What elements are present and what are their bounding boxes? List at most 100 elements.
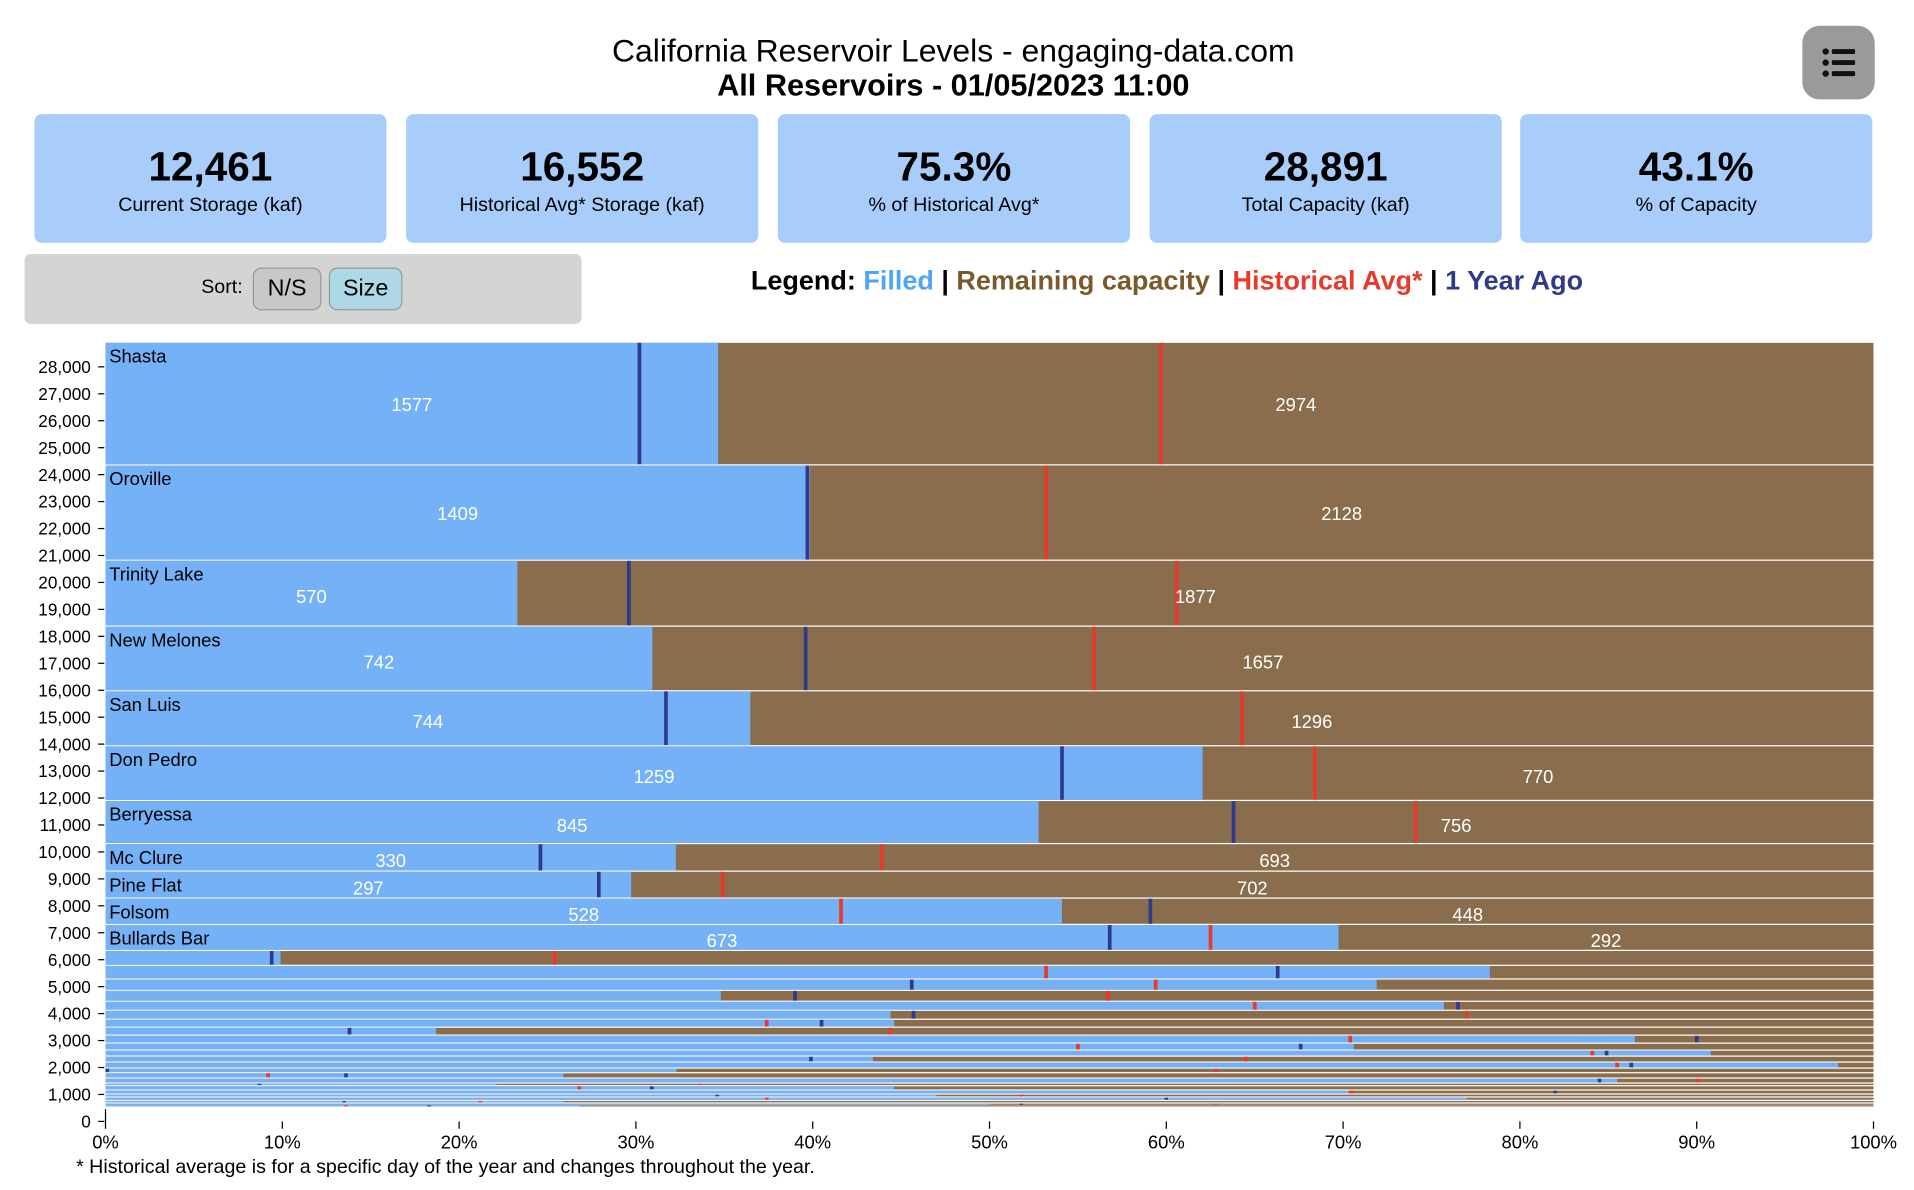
year-ago-marker <box>1231 801 1236 843</box>
storage-label: 330 <box>375 850 406 871</box>
stat-current-storage: 12,461 Current Storage (kaf) <box>34 114 387 243</box>
y-tick-label: 9,000 <box>48 869 91 889</box>
legend-prefix: Legend: <box>750 265 856 296</box>
historical-avg-marker <box>1019 1094 1024 1097</box>
reservoir-name: New Melones <box>109 629 220 650</box>
historical-avg-marker <box>1252 1001 1257 1010</box>
year-ago-marker <box>257 1083 262 1086</box>
historical-avg-marker <box>266 1073 271 1078</box>
legend-separator: | <box>933 265 957 296</box>
stat-value: 16,552 <box>520 143 645 189</box>
y-tick-label: 23,000 <box>38 492 90 512</box>
y-tick-label: 16,000 <box>38 680 90 700</box>
year-ago-marker <box>911 1010 916 1019</box>
filled-bar <box>105 1083 497 1086</box>
historical-avg-marker <box>1208 924 1213 950</box>
x-tick-label: 20% <box>441 1131 478 1152</box>
year-ago-marker <box>649 1086 654 1090</box>
year-ago-marker <box>1060 746 1064 800</box>
remaining-label: 1657 <box>1242 651 1283 672</box>
y-tick-label: 10,000 <box>38 842 90 862</box>
y-tick-label: 13,000 <box>38 761 90 781</box>
sort-label: Sort: <box>201 277 243 299</box>
filled-bar <box>105 465 810 560</box>
historical-avg-marker <box>577 1086 582 1090</box>
sort-ns-button[interactable]: N/S <box>252 267 322 311</box>
remaining-label: 693 <box>1259 850 1290 871</box>
x-tick-label: 10% <box>264 1131 301 1152</box>
year-ago-marker <box>1298 1043 1303 1050</box>
y-tick-label: 1,000 <box>48 1085 91 1105</box>
x-tick-label: 30% <box>618 1131 655 1152</box>
remaining-bar <box>105 1027 1874 1035</box>
y-tick-label: 7,000 <box>48 923 91 943</box>
sort-size-button[interactable]: Size <box>328 267 403 311</box>
filled-bar <box>105 898 1062 924</box>
remaining-bar <box>105 950 1874 965</box>
filled-bar <box>105 1073 564 1078</box>
remaining-bar <box>105 1105 1874 1107</box>
remaining-bar <box>105 1086 1874 1090</box>
historical-avg-marker <box>1348 1035 1353 1043</box>
filled-bar <box>105 1062 1839 1068</box>
historical-avg-marker <box>1213 1068 1218 1073</box>
remaining-bar <box>105 1010 1874 1019</box>
year-ago-marker <box>269 950 274 965</box>
year-ago-marker <box>809 1056 813 1062</box>
legend-separator: | <box>1422 265 1446 296</box>
year-ago-marker <box>819 1019 824 1027</box>
legend-year-ago: 1 Year Ago <box>1445 265 1584 296</box>
year-ago-marker <box>1629 1062 1634 1068</box>
page-title: California Reservoir Levels - engaging-d… <box>611 31 1295 69</box>
x-tick-label: 100% <box>1850 1131 1897 1152</box>
y-tick-label: 28,000 <box>38 357 90 377</box>
menu-button[interactable] <box>1802 25 1875 100</box>
year-ago-marker <box>342 1100 347 1103</box>
remaining-bar <box>105 1019 1874 1027</box>
remaining-label: 702 <box>1237 877 1268 898</box>
storage-label: 742 <box>364 651 395 672</box>
year-ago-marker <box>1148 898 1153 924</box>
reservoir-name: Folsom <box>109 901 169 922</box>
historical-avg-marker <box>478 1100 483 1103</box>
x-tick-label: 40% <box>794 1131 831 1152</box>
list-icon <box>1821 48 1855 77</box>
year-ago-marker <box>105 1068 110 1073</box>
historical-avg-marker <box>1312 746 1317 800</box>
x-tick-label: 50% <box>971 1131 1008 1152</box>
y-tick-label: 20,000 <box>38 573 90 593</box>
historical-avg-marker <box>839 898 843 924</box>
historical-avg-marker <box>1350 1090 1354 1094</box>
filled-bar <box>105 1010 891 1019</box>
filled-bar <box>105 1100 564 1103</box>
stat-value: 28,891 <box>1263 143 1388 189</box>
filled-bar <box>105 560 518 626</box>
historical-avg-marker <box>1240 691 1245 746</box>
filled-bar <box>105 1103 990 1105</box>
year-ago-marker <box>596 871 601 898</box>
year-ago-marker <box>1019 1103 1024 1105</box>
stat-historical-avg-storage: 16,552 Historical Avg* Storage (kaf) <box>406 114 759 243</box>
historical-avg-marker <box>1615 1062 1619 1068</box>
historical-avg-marker <box>1696 1078 1701 1083</box>
filled-bar <box>105 1094 937 1097</box>
legend: Legend: Filled | Remaining capacity | Hi… <box>751 265 1583 297</box>
page-subtitle: All Reservoirs - 01/05/2023 11:00 <box>717 68 1190 104</box>
filled-bar <box>105 626 653 691</box>
filled-bar <box>105 1035 1635 1043</box>
reservoir-name: San Luis <box>109 694 181 715</box>
sort-panel: Sort: N/S Size <box>24 253 582 324</box>
reservoir-name: Oroville <box>109 468 171 489</box>
remaining-label: 770 <box>1523 766 1554 787</box>
filled-bar <box>105 1105 580 1107</box>
filled-bar <box>105 844 676 871</box>
filled-bar <box>105 1068 677 1073</box>
year-ago-marker <box>1107 924 1112 950</box>
reservoir-name: Shasta <box>109 345 167 366</box>
historical-avg-marker <box>1175 560 1179 626</box>
filled-bar <box>105 924 1339 950</box>
year-ago-marker <box>347 1027 352 1035</box>
historical-avg-marker <box>888 1027 893 1035</box>
historical-avg-marker <box>879 844 884 871</box>
remaining-label: 292 <box>1591 930 1622 951</box>
